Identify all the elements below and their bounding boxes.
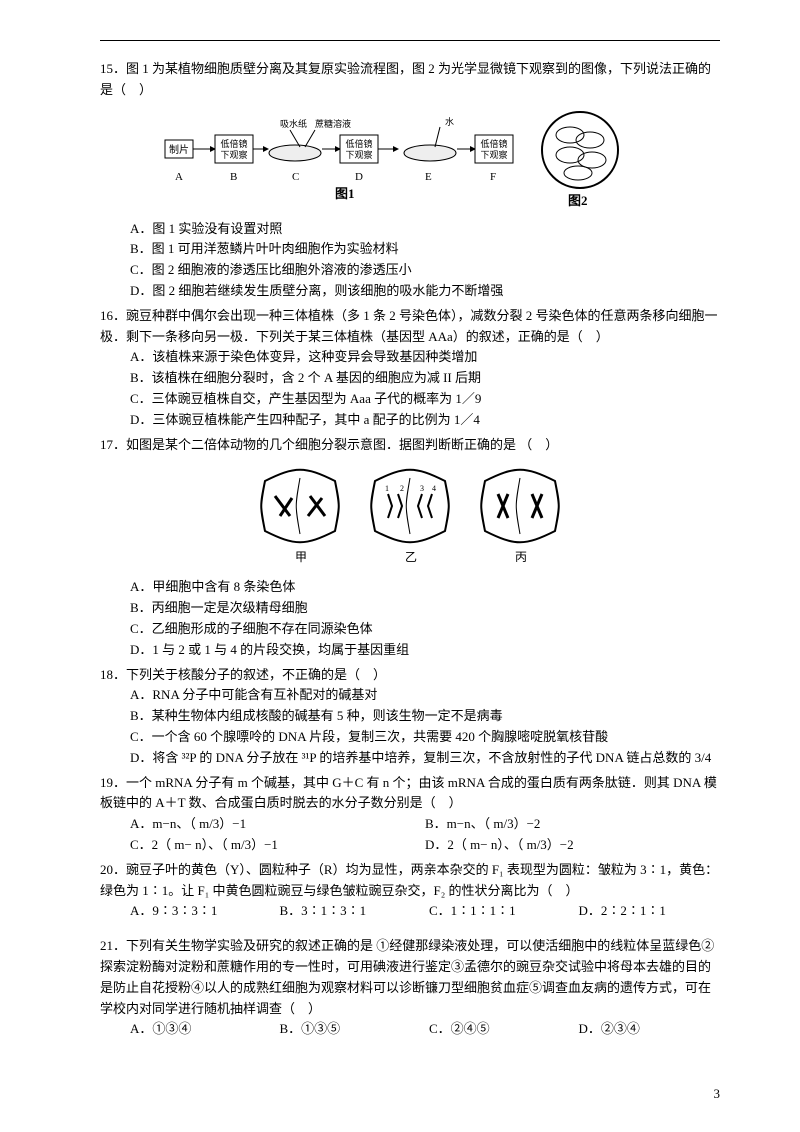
q17-label-c: 丙 (515, 550, 527, 564)
q17-stem: 如图是某个二倍体动物的几个细胞分裂示意图．据图判断断正确的是 （ ） (126, 437, 558, 452)
q20-opts: A．9∶3∶3∶1 B．3∶1∶3∶1 C．1∶1∶1∶1 D．2∶2∶1∶1 (130, 901, 720, 922)
svg-text:低倍镜: 低倍镜 (220, 138, 247, 149)
svg-text:C: C (292, 171, 299, 183)
svg-text:D: D (355, 171, 363, 183)
svg-text:制片: 制片 (169, 143, 189, 156)
q21-num: 21． (100, 938, 126, 953)
q21-opt-a: A．①③④ (130, 1019, 272, 1040)
svg-text:低倍镜: 低倍镜 (480, 138, 507, 149)
q15-flow-svg: 制片 低倍镜 下观察 吸水纸 蔗糖溶液 低倍镜 下观察 (160, 105, 660, 215)
q16-opt-d: D．三体豌豆植株能产生四种配子，其中 a 配子的比例为 1／4 (130, 410, 720, 431)
page-number: 3 (714, 1086, 721, 1102)
svg-text:E: E (425, 171, 432, 183)
q17-opt-c: C．乙细胞形成的子细胞不存在同源染色体 (130, 619, 720, 640)
q15-num: 15． (100, 61, 126, 76)
svg-text:B: B (230, 171, 237, 183)
q20-opt-a: A．9∶3∶3∶1 (130, 901, 272, 922)
q18-opt-b: B．某种生物体内组成核酸的碱基有 5 种，则该生物一定不是病毒 (130, 706, 720, 727)
q16-stem: 豌豆种群中偶尔会出现一种三体植株（多 1 条 2 号染色体），减数分裂 2 号染… (100, 308, 718, 344)
q19-opt-a: A．m−n、（ m/3）−1 (130, 814, 425, 835)
svg-text:A: A (175, 171, 183, 183)
question-15: 15．图 1 为某植物细胞质壁分离及其复原实验流程图，图 2 为光学显微镜下观察… (100, 59, 720, 302)
question-16: 16．豌豆种群中偶尔会出现一种三体植株（多 1 条 2 号染色体），减数分裂 2… (100, 306, 720, 431)
svg-text:下观察: 下观察 (220, 149, 247, 160)
svg-text:下观察: 下观察 (345, 149, 372, 160)
svg-text:蔗糖溶液: 蔗糖溶液 (315, 118, 351, 129)
q21-opt-b: B．①③⑤ (280, 1019, 422, 1040)
q21-opt-c: C．②④⑤ (429, 1019, 571, 1040)
q19-stem: 一个 mRNA 分子有 m 个碱基，其中 G＋C 有 n 个；由该 mRNA 合… (100, 775, 717, 811)
question-17: 17．如图是某个二倍体动物的几个细胞分裂示意图．据图判断断正确的是 （ ） 1 2… (100, 435, 720, 661)
question-18: 18．下列关于核酸分子的叙述，不正确的是（ ） A．RNA 分子中可能含有互补配… (100, 665, 720, 769)
q17-label-a: 甲 (295, 550, 307, 564)
top-rule (100, 40, 720, 41)
q19-opt-b: B．m−n、（ m/3）−2 (425, 814, 720, 835)
q16-opt-c: C．三体豌豆植株自交，产生基因型为 Aaa 子代的概率为 1／9 (130, 389, 720, 410)
q15-opt-a: A．图 1 实验没有设置对照 (130, 219, 720, 240)
q21-opt-d: D．②③④ (579, 1019, 721, 1040)
q15-opt-b: B．图 1 可用洋葱鳞片叶叶肉细胞作为实验材料 (130, 239, 720, 260)
q19-num: 19． (100, 775, 126, 790)
q15-opt-c: C．图 2 细胞液的渗透压比细胞外溶液的渗透压小 (130, 260, 720, 281)
question-19: 19．一个 mRNA 分子有 m 个碱基，其中 G＋C 有 n 个；由该 mRN… (100, 773, 720, 856)
q17-label-b: 乙 (405, 550, 417, 564)
q17-cells-svg: 1 2 34 甲 乙 丙 (250, 461, 570, 571)
q18-stem: 下列关于核酸分子的叙述，不正确的是（ ） (126, 667, 386, 682)
svg-text:2: 2 (400, 484, 404, 493)
q21-opts: A．①③④ B．①③⑤ C．②④⑤ D．②③④ (130, 1019, 720, 1040)
q17-num: 17． (100, 437, 126, 452)
q15-stem: 图 1 为某植物细胞质壁分离及其复原实验流程图，图 2 为光学显微镜下观察到的图… (100, 61, 711, 97)
q17-opt-d: D．1 与 2 或 1 与 4 的片段交换，均属于基因重组 (130, 640, 720, 661)
q17-opt-b: B．丙细胞一定是次级精母细胞 (130, 598, 720, 619)
svg-text:图1: 图1 (335, 186, 355, 201)
q18-num: 18． (100, 667, 126, 682)
question-21: 21．下列有关生物学实验及研究的叙述正确的是 ①经健那绿染液处理，可以使活细胞中… (100, 936, 720, 1040)
q19-row2: C．2（ m− n）、（ m/3）−1 D．2（ m− n）、（ m/3）−2 (130, 835, 720, 856)
q20-opt-c: C．1∶1∶1∶1 (429, 901, 571, 922)
svg-text:图2: 图2 (568, 193, 588, 208)
q20-opt-b: B．3∶1∶3∶1 (280, 901, 422, 922)
q15-opt-d: D．图 2 细胞若继续发生质壁分离，则该细胞的吸水能力不断增强 (130, 281, 720, 302)
question-20: 20．豌豆子叶的黄色（Y）、圆粒种子（R）均为显性，两亲本杂交的 F₁ 表现型为… (100, 860, 720, 922)
svg-text:F: F (490, 171, 496, 183)
q20-num: 20． (100, 862, 126, 877)
q19-opt-d: D．2（ m− n）、（ m/3）−2 (425, 835, 720, 856)
q15-figure: 制片 低倍镜 下观察 吸水纸 蔗糖溶液 低倍镜 下观察 (100, 105, 720, 215)
svg-text:吸水纸: 吸水纸 (280, 118, 307, 129)
q18-opt-d: D．将含 ³²P 的 DNA 分子放在 ³¹P 的培养基中培养，复制三次，不含放… (130, 748, 720, 769)
q21-stem: 下列有关生物学实验及研究的叙述正确的是 ①经健那绿染液处理，可以使活细胞中的线粒… (100, 938, 714, 1015)
q19-opt-c: C．2（ m− n）、（ m/3）−1 (130, 835, 425, 856)
svg-text:水: 水 (445, 116, 454, 127)
q17-opt-a: A．甲细胞中含有 8 条染色体 (130, 577, 720, 598)
q18-opt-c: C．一个含 60 个腺嘌呤的 DNA 片段，复制三次，共需要 420 个胸腺嘧啶… (130, 727, 720, 748)
q20-stem: 豌豆子叶的黄色（Y）、圆粒种子（R）均为显性，两亲本杂交的 F₁ 表现型为圆粒：… (100, 862, 718, 898)
svg-text:1: 1 (385, 484, 389, 493)
q18-opt-a: A．RNA 分子中可能含有互补配对的碱基对 (130, 685, 720, 706)
q20-opt-d: D．2∶2∶1∶1 (579, 901, 721, 922)
svg-text:下观察: 下观察 (480, 149, 507, 160)
q16-opt-a: A．该植株来源于染色体变异，这种变异会导致基因种类增加 (130, 347, 720, 368)
q19-row1: A．m−n、（ m/3）−1 B．m−n、（ m/3）−2 (130, 814, 720, 835)
svg-text:4: 4 (432, 484, 436, 493)
svg-text:低倍镜: 低倍镜 (345, 138, 372, 149)
q16-opt-b: B．该植株在细胞分裂时，含 2 个 A 基因的细胞应为减 II 后期 (130, 368, 720, 389)
q16-num: 16． (100, 308, 126, 323)
svg-text:3: 3 (420, 484, 424, 493)
